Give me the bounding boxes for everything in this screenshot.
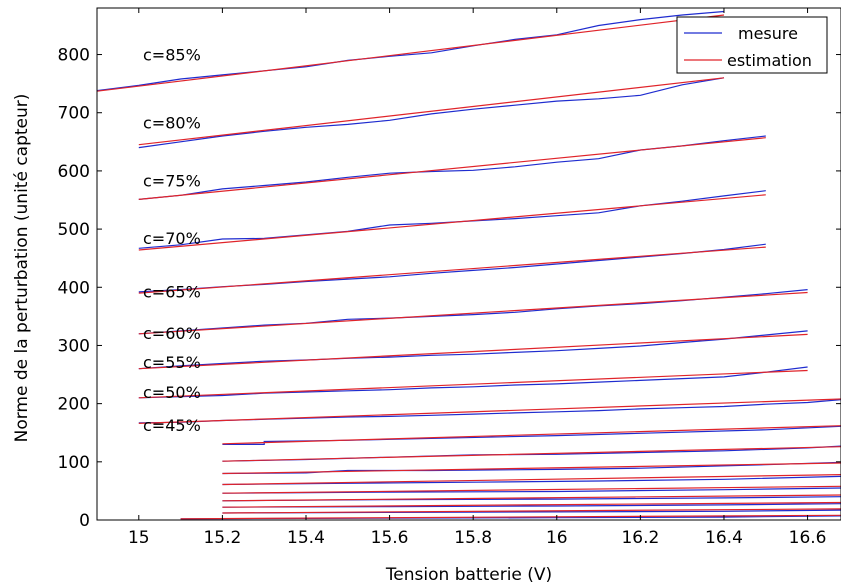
series-line-estimation <box>222 462 841 475</box>
curve-group <box>222 474 841 486</box>
y-tick-label: 500 <box>58 220 90 240</box>
series-line-mesure <box>97 10 725 92</box>
x-tick-label: 15.2 <box>203 528 241 548</box>
series-line-estimation <box>222 508 841 514</box>
legend-box <box>676 16 828 74</box>
y-axis: 0 100 200 300 400 500 600 700 800 <box>58 46 841 531</box>
curve-group <box>138 135 766 200</box>
series-line-estimation <box>138 333 808 370</box>
y-tick-label: 200 <box>58 395 90 415</box>
x-tick-label: 16.4 <box>705 528 743 548</box>
curve-group <box>138 243 766 294</box>
curve-group <box>97 10 725 92</box>
curve-group <box>222 501 841 508</box>
y-tick-label: 600 <box>58 162 90 182</box>
curve-annotation: c=70% <box>143 229 201 248</box>
x-tick-label: 15.8 <box>454 528 492 548</box>
curve-group <box>138 330 808 370</box>
y-tick-label: 300 <box>58 336 90 356</box>
series-line-estimation <box>222 446 841 462</box>
y-tick-label: 0 <box>79 511 90 531</box>
curve-group <box>138 366 808 399</box>
series-line-estimation <box>222 501 841 508</box>
series-line-estimation <box>138 246 766 294</box>
curve-group <box>222 494 841 502</box>
plot-frame <box>96 7 841 521</box>
series-line-mesure <box>222 475 841 486</box>
series-line-mesure <box>138 366 808 399</box>
y-axis-title: Norme de la perturbation (unité capteur) <box>12 94 32 443</box>
x-axis: 15 15.2 15.4 15.6 15.8 16 16.2 16.4 16.6 <box>128 8 827 548</box>
curve-annotation: c=50% <box>143 383 201 402</box>
x-tick-label: 16.2 <box>621 528 659 548</box>
x-tick-label: 15.4 <box>287 528 325 548</box>
curve-group <box>138 77 725 149</box>
curve-annotation: c=85% <box>143 45 201 64</box>
legend-label-mesure: mesure <box>738 24 798 43</box>
x-tick-label: 15 <box>128 528 150 548</box>
legend: mesure estimation <box>676 16 828 74</box>
y-tick-label: 100 <box>58 453 90 473</box>
series-line-estimation <box>138 398 841 424</box>
curve-annotation: c=65% <box>143 283 201 302</box>
annotations-layer: c=85% c=80% c=75% c=70% c=65% c=60% c=55% c=50%… <box>143 45 201 435</box>
curve-group <box>180 514 841 520</box>
series-line-mesure <box>138 77 725 149</box>
series-line-estimation <box>138 369 808 399</box>
series-line-estimation <box>138 77 725 146</box>
series-line-estimation <box>138 291 808 335</box>
curve-group <box>222 425 841 445</box>
series-line-mesure <box>138 243 766 293</box>
series-line-estimation <box>222 474 841 486</box>
curve-annotation: c=80% <box>143 113 201 132</box>
series-line-estimation <box>138 137 766 200</box>
y-tick-label: 400 <box>58 278 90 298</box>
x-tick-label: 16.6 <box>789 528 827 548</box>
curve-group <box>222 508 841 514</box>
curve-annotation: c=55% <box>143 353 201 372</box>
y-tick-label: 700 <box>58 104 90 124</box>
curve-group <box>138 190 766 251</box>
series-line-estimation <box>222 485 841 494</box>
curve-annotation: c=60% <box>143 324 201 343</box>
curves-layer <box>97 10 841 520</box>
series-line-mesure <box>138 190 766 249</box>
series-line-estimation <box>97 14 725 92</box>
series-line-estimation <box>138 194 766 251</box>
x-tick-label: 16 <box>546 528 568 548</box>
legend-label-estimation: estimation <box>727 51 812 70</box>
curve-annotation: c=75% <box>143 172 201 191</box>
curve-group <box>138 289 808 335</box>
x-axis-title: Tension batterie (V) <box>385 565 552 585</box>
x-tick-label: 15.6 <box>371 528 409 548</box>
series-line-estimation <box>222 494 841 502</box>
curve-annotation: c=45% <box>143 416 201 435</box>
curve-group <box>222 461 841 475</box>
series-line-mesure <box>138 330 808 370</box>
y-tick-label: 800 <box>58 46 90 66</box>
series-line-estimation <box>222 425 841 445</box>
series-line-estimation <box>180 514 841 520</box>
curve-group <box>222 445 841 462</box>
curve-group <box>138 398 841 424</box>
curve-group <box>222 485 841 494</box>
